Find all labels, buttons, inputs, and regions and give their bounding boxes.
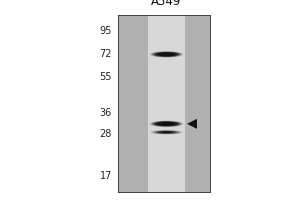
Ellipse shape (155, 122, 178, 126)
Ellipse shape (159, 122, 174, 125)
Ellipse shape (162, 123, 171, 125)
Ellipse shape (159, 131, 174, 133)
Ellipse shape (154, 122, 179, 126)
Ellipse shape (159, 53, 174, 56)
Bar (118, 15, 210, 192)
Ellipse shape (151, 51, 182, 57)
Ellipse shape (154, 131, 179, 134)
Ellipse shape (152, 52, 181, 57)
Ellipse shape (151, 130, 182, 134)
Ellipse shape (160, 123, 172, 125)
Ellipse shape (160, 53, 172, 55)
Ellipse shape (160, 131, 172, 133)
Text: 55: 55 (100, 72, 112, 82)
Ellipse shape (158, 122, 175, 125)
Ellipse shape (166, 54, 167, 55)
Ellipse shape (164, 54, 169, 55)
Text: 28: 28 (100, 129, 112, 139)
Ellipse shape (162, 53, 171, 55)
Polygon shape (187, 119, 197, 129)
Text: A549: A549 (151, 0, 182, 8)
Ellipse shape (163, 132, 170, 133)
Ellipse shape (164, 132, 169, 133)
Ellipse shape (153, 121, 180, 126)
Ellipse shape (158, 131, 175, 133)
Ellipse shape (152, 121, 181, 127)
Ellipse shape (153, 130, 180, 134)
Ellipse shape (158, 53, 175, 56)
Ellipse shape (157, 122, 176, 126)
Ellipse shape (154, 52, 179, 57)
Ellipse shape (155, 131, 178, 134)
Ellipse shape (157, 131, 176, 134)
Ellipse shape (164, 123, 169, 124)
Text: 72: 72 (100, 49, 112, 59)
Ellipse shape (163, 54, 170, 55)
Text: 36: 36 (100, 108, 112, 118)
Ellipse shape (149, 51, 184, 58)
Ellipse shape (163, 123, 170, 124)
Ellipse shape (152, 130, 181, 134)
Ellipse shape (149, 121, 184, 127)
Ellipse shape (162, 132, 171, 133)
Text: 95: 95 (100, 26, 112, 36)
Bar (148, 15, 185, 192)
Ellipse shape (155, 52, 178, 56)
Ellipse shape (157, 53, 176, 56)
Ellipse shape (151, 121, 182, 127)
Text: 17: 17 (100, 171, 112, 181)
Ellipse shape (153, 52, 180, 57)
